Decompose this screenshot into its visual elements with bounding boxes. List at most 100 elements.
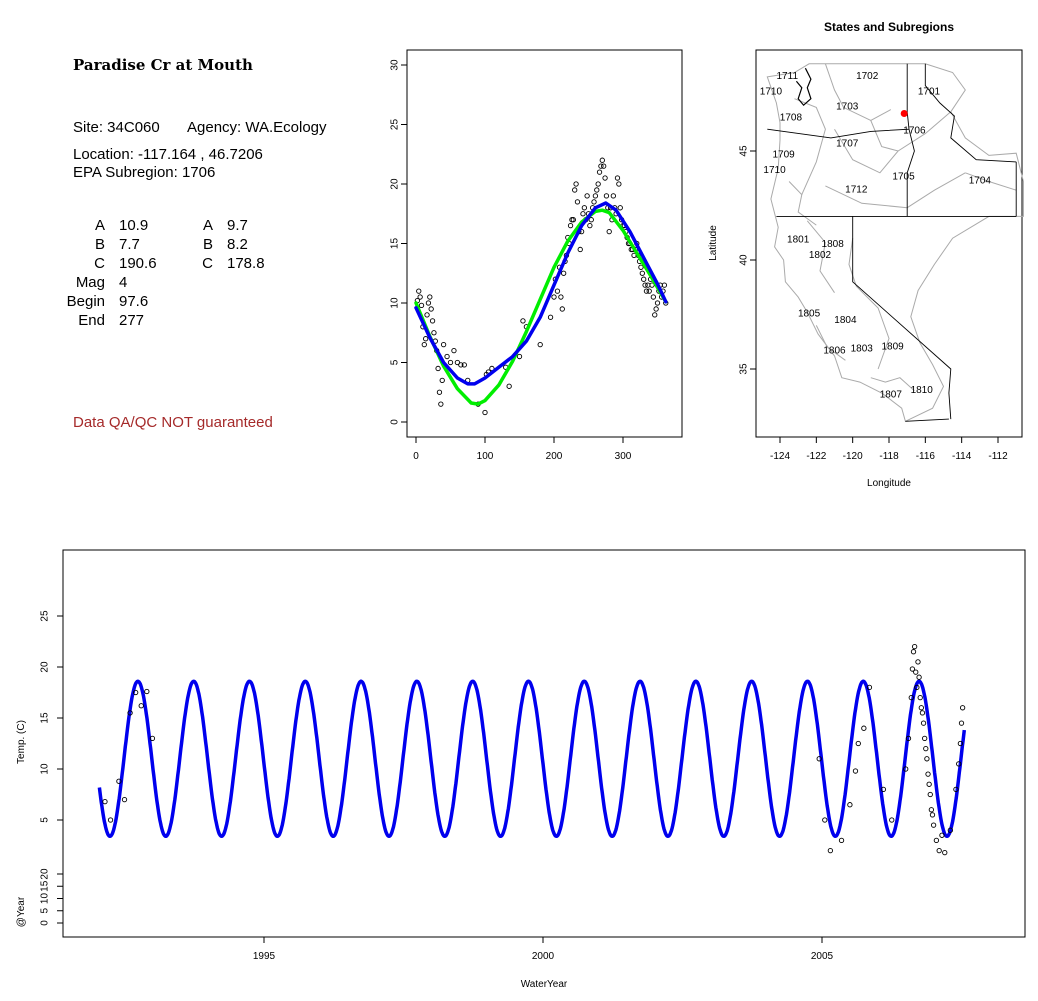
ts-y-tick-label: 15: [40, 712, 51, 724]
x-tick-label: 0: [413, 451, 419, 462]
ts-data-point: [933, 837, 940, 844]
ts-data-point: [919, 710, 926, 716]
coef-value: 7.7: [119, 236, 140, 253]
subregion-label: EPA Subregion: 1706: [73, 164, 216, 181]
subregion-label: 1804: [834, 315, 857, 326]
data-point: [614, 175, 621, 181]
timeseries-ylabel-year: @Year: [16, 896, 27, 927]
data-point: [447, 359, 454, 366]
x-tick-label: 300: [615, 451, 632, 462]
ts-data-point: [920, 720, 927, 726]
data-point: [451, 347, 457, 354]
subregion-boundary: [824, 63, 892, 122]
ts-data-point: [127, 710, 133, 716]
subregion-label: 1702: [856, 71, 879, 82]
subregion-label: 1710: [760, 86, 783, 97]
data-point: [580, 211, 586, 217]
data-point: [594, 187, 600, 193]
ts-data-point: [916, 674, 922, 680]
ts-year-tick-label: 20: [40, 868, 51, 880]
subregion-boundary: [834, 128, 899, 174]
subregion-label: 1801: [787, 235, 810, 246]
map-x-tick-label: -124: [770, 451, 790, 462]
map-y-tick-label: 45: [739, 145, 750, 157]
subregion-label: 1803: [851, 344, 874, 355]
ts-data-point: [133, 689, 139, 696]
map-y-tick-label: 35: [739, 363, 750, 375]
ts-data-point: [822, 817, 828, 823]
coef-label: Mag: [75, 274, 105, 291]
state-boundary: [852, 216, 952, 420]
y-tick-label: 10: [390, 297, 401, 309]
ts-data-point: [827, 847, 834, 854]
data-point: [596, 169, 603, 175]
map-x-tick-label: -116: [916, 451, 936, 462]
subregion-label: 1806: [823, 346, 846, 357]
fit-line-blue: [414, 201, 668, 386]
coef-label: A: [94, 217, 105, 234]
data-point: [603, 193, 610, 199]
data-point: [598, 163, 604, 169]
data-point: [559, 306, 565, 312]
ts-data-point: [121, 796, 128, 803]
data-point: [574, 199, 581, 205]
ts-data-point: [942, 849, 948, 856]
map-xlabel: Longitude: [867, 478, 911, 489]
data-point: [577, 246, 583, 253]
subregion-label: 1707: [836, 139, 859, 150]
subregion-label: 1705: [892, 171, 915, 182]
data-point: [643, 288, 650, 294]
ts-data-point: [925, 771, 931, 777]
subregion-label: 1809: [882, 341, 905, 352]
data-point: [438, 401, 444, 407]
data-point: [602, 175, 608, 181]
ts-data-point: [913, 669, 919, 675]
map-x-tick-label: -118: [879, 451, 899, 462]
data-point: [587, 222, 593, 229]
coef-value-2: 8.2: [227, 236, 248, 253]
map-title: States and Subregions: [824, 20, 954, 34]
coef-label: C: [94, 255, 105, 272]
coef-value: 190.6: [119, 255, 157, 272]
subregion-boundary: [788, 181, 817, 226]
subregion-label: 1802: [809, 250, 832, 261]
coef-value: 4: [119, 274, 128, 291]
y-tick-label: 5: [390, 359, 401, 365]
state-boundary: [924, 63, 1017, 163]
data-point: [416, 288, 422, 294]
map-y-tick-label: 40: [739, 254, 750, 266]
subregion-label: 1708: [780, 112, 803, 123]
site-title: Paradise Cr at Mouth: [73, 56, 253, 74]
subregion-label: 1712: [845, 184, 868, 195]
subregion-boundary: [965, 172, 1017, 191]
coef-value-2: 178.8: [227, 255, 265, 272]
ts-data-point: [880, 786, 887, 793]
subregion-boundary: [815, 325, 846, 361]
coef-label: B: [94, 236, 105, 253]
ts-data-point: [847, 802, 853, 808]
subregion-label: 1807: [880, 389, 903, 400]
ts-year-tick-label: 10: [40, 893, 51, 905]
ts-x-tick-label: 2000: [532, 951, 555, 962]
ts-data-point: [889, 817, 895, 823]
data-point: [435, 365, 441, 372]
data-point: [417, 294, 423, 300]
ts-data-point: [816, 756, 822, 762]
data-point: [439, 377, 445, 383]
y-tick-label: 0: [390, 419, 401, 425]
ts-data-point: [936, 847, 942, 854]
subregion-label: 1701: [918, 86, 941, 97]
ts-data-point: [116, 778, 122, 784]
subregion-boundary: [848, 238, 890, 370]
ts-year-tick-label: 0: [40, 920, 51, 926]
ts-data-point: [855, 740, 861, 747]
site-label: Site: 34C060: [73, 119, 160, 136]
timeseries-xlabel: WaterYear: [521, 979, 568, 990]
location-label: Location: -117.164 , 46.7206: [73, 146, 263, 163]
coef-label: End: [78, 312, 105, 329]
ts-data-point: [910, 649, 917, 655]
subregion-label: 1706: [903, 126, 926, 137]
coef-label-2: B: [202, 236, 213, 253]
data-point: [458, 362, 464, 368]
